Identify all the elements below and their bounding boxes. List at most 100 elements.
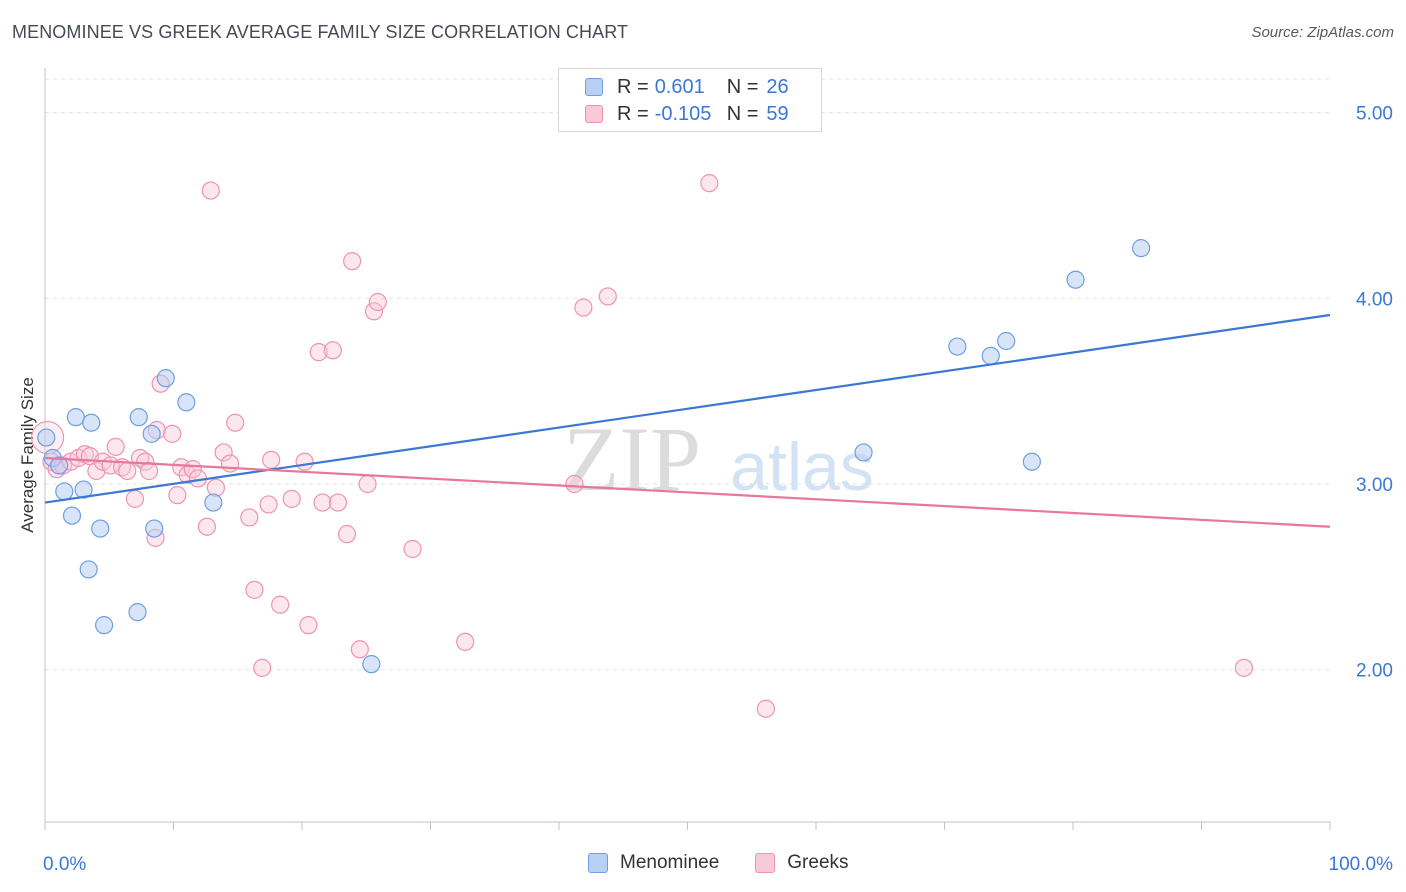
- greek-point: [118, 461, 137, 481]
- greeks-n-value: 59: [766, 102, 789, 125]
- legend-item-greeks[interactable]: Greeks: [755, 852, 849, 874]
- greeks-swatch: [585, 105, 603, 123]
- greek-point: [328, 493, 348, 512]
- watermark: ZIP atlas: [563, 408, 874, 510]
- greek-point: [201, 181, 220, 200]
- n-label: N =: [726, 75, 759, 98]
- menominee-point: [854, 443, 873, 462]
- menominee-point: [997, 331, 1016, 351]
- menominee-point: [62, 506, 82, 525]
- r-label: R =: [617, 102, 649, 125]
- greek-point: [343, 252, 362, 271]
- greek-point: [700, 174, 719, 193]
- grid-lines: [45, 78, 1330, 671]
- menominee-point: [362, 655, 381, 674]
- watermark-atlas: atlas: [730, 429, 874, 505]
- menominee-point: [204, 493, 223, 512]
- y-tick-label: 4.00: [1356, 289, 1393, 310]
- n-label: N =: [726, 102, 759, 125]
- menominee-point: [55, 482, 74, 501]
- menominee-point: [145, 519, 164, 538]
- greek-point: [172, 458, 191, 477]
- menominee-point: [128, 603, 147, 622]
- greek-point: [350, 640, 369, 659]
- greek-point: [136, 452, 155, 471]
- greek-point: [313, 493, 332, 512]
- menominee-point: [156, 369, 175, 388]
- greek-point: [253, 658, 272, 677]
- greeks-legend-label: Greeks: [787, 852, 849, 873]
- greek-point: [403, 539, 422, 559]
- menominee-trend-line: [44, 313, 1331, 504]
- menominee-r-value: 0.601: [654, 75, 705, 98]
- greek-point: [337, 525, 357, 544]
- series-legend: Menominee Greeks: [588, 852, 885, 874]
- greek-point: [299, 616, 318, 635]
- greek-point: [206, 478, 226, 497]
- greeks-trend-line: [44, 456, 1331, 528]
- source-label: Source: ZipAtlas.com: [1251, 24, 1394, 41]
- greek-point: [364, 302, 384, 321]
- menominee-point: [948, 337, 967, 356]
- r-label: R =: [617, 75, 649, 98]
- legend-row-menominee: R = 0.601 N = 26: [585, 75, 789, 99]
- x-tick-label-right: 100.0%: [1329, 854, 1394, 875]
- greek-point: [262, 450, 281, 469]
- greek-point: [163, 424, 182, 443]
- greek-point: [106, 437, 125, 456]
- greek-point: [197, 517, 217, 536]
- menominee-point: [79, 560, 98, 579]
- menominee-point: [1066, 270, 1085, 289]
- legend-row-greeks: R = -0.105 N = 59: [585, 102, 789, 126]
- menominee-legend-swatch: [588, 853, 608, 873]
- menominee-swatch: [585, 78, 603, 96]
- greeks-points: [30, 174, 1254, 718]
- y-tick-label: 3.00: [1356, 475, 1393, 496]
- greeks-r-value: -0.105: [654, 102, 712, 125]
- greek-point: [456, 632, 475, 651]
- menominee-point: [981, 346, 1000, 365]
- greek-point: [574, 298, 593, 317]
- greek-point: [259, 495, 278, 514]
- greek-point: [323, 341, 342, 360]
- greek-point: [565, 474, 584, 494]
- greek-point: [358, 474, 377, 494]
- menominee-point: [74, 480, 93, 499]
- greek-point: [125, 489, 145, 508]
- greek-point: [240, 508, 259, 527]
- greek-point: [368, 292, 387, 312]
- greeks-legend-swatch: [755, 853, 776, 873]
- greek-point: [271, 595, 290, 614]
- menominee-point: [82, 413, 101, 432]
- greek-point: [245, 580, 264, 599]
- legend-item-menominee[interactable]: Menominee: [588, 852, 719, 874]
- menominee-point: [37, 428, 56, 447]
- menominee-legend-label: Menominee: [620, 852, 720, 873]
- menominee-point: [142, 424, 161, 443]
- correlation-legend: R = 0.601 N = 26 R = -0.105 N = 59: [558, 68, 822, 132]
- greek-point: [139, 461, 159, 481]
- greek-point: [598, 287, 617, 306]
- menominee-point: [50, 456, 69, 475]
- greek-point: [756, 699, 775, 718]
- greek-point: [295, 452, 314, 471]
- x-tick-label-left: 0.0%: [43, 854, 86, 875]
- menominee-point: [1022, 452, 1041, 471]
- greek-point: [282, 489, 301, 508]
- y-tick-label: 5.00: [1356, 104, 1393, 125]
- greek-point: [226, 413, 245, 432]
- menominee-points: [37, 239, 1151, 674]
- greek-point: [309, 343, 328, 362]
- greek-point: [214, 443, 233, 462]
- menominee-point: [129, 408, 148, 427]
- menominee-point: [95, 616, 114, 635]
- greek-point: [168, 486, 187, 505]
- menominee-n-value: 26: [766, 75, 789, 98]
- watermark-zip: ZIP: [563, 408, 701, 510]
- y-tick-label: 2.00: [1356, 661, 1393, 682]
- menominee-point: [66, 408, 85, 427]
- menominee-point: [177, 393, 196, 412]
- greek-point: [220, 454, 240, 473]
- axis-tick-labels: 2.00 3.00 4.00 5.00 0.0% 100.0%: [43, 104, 1393, 875]
